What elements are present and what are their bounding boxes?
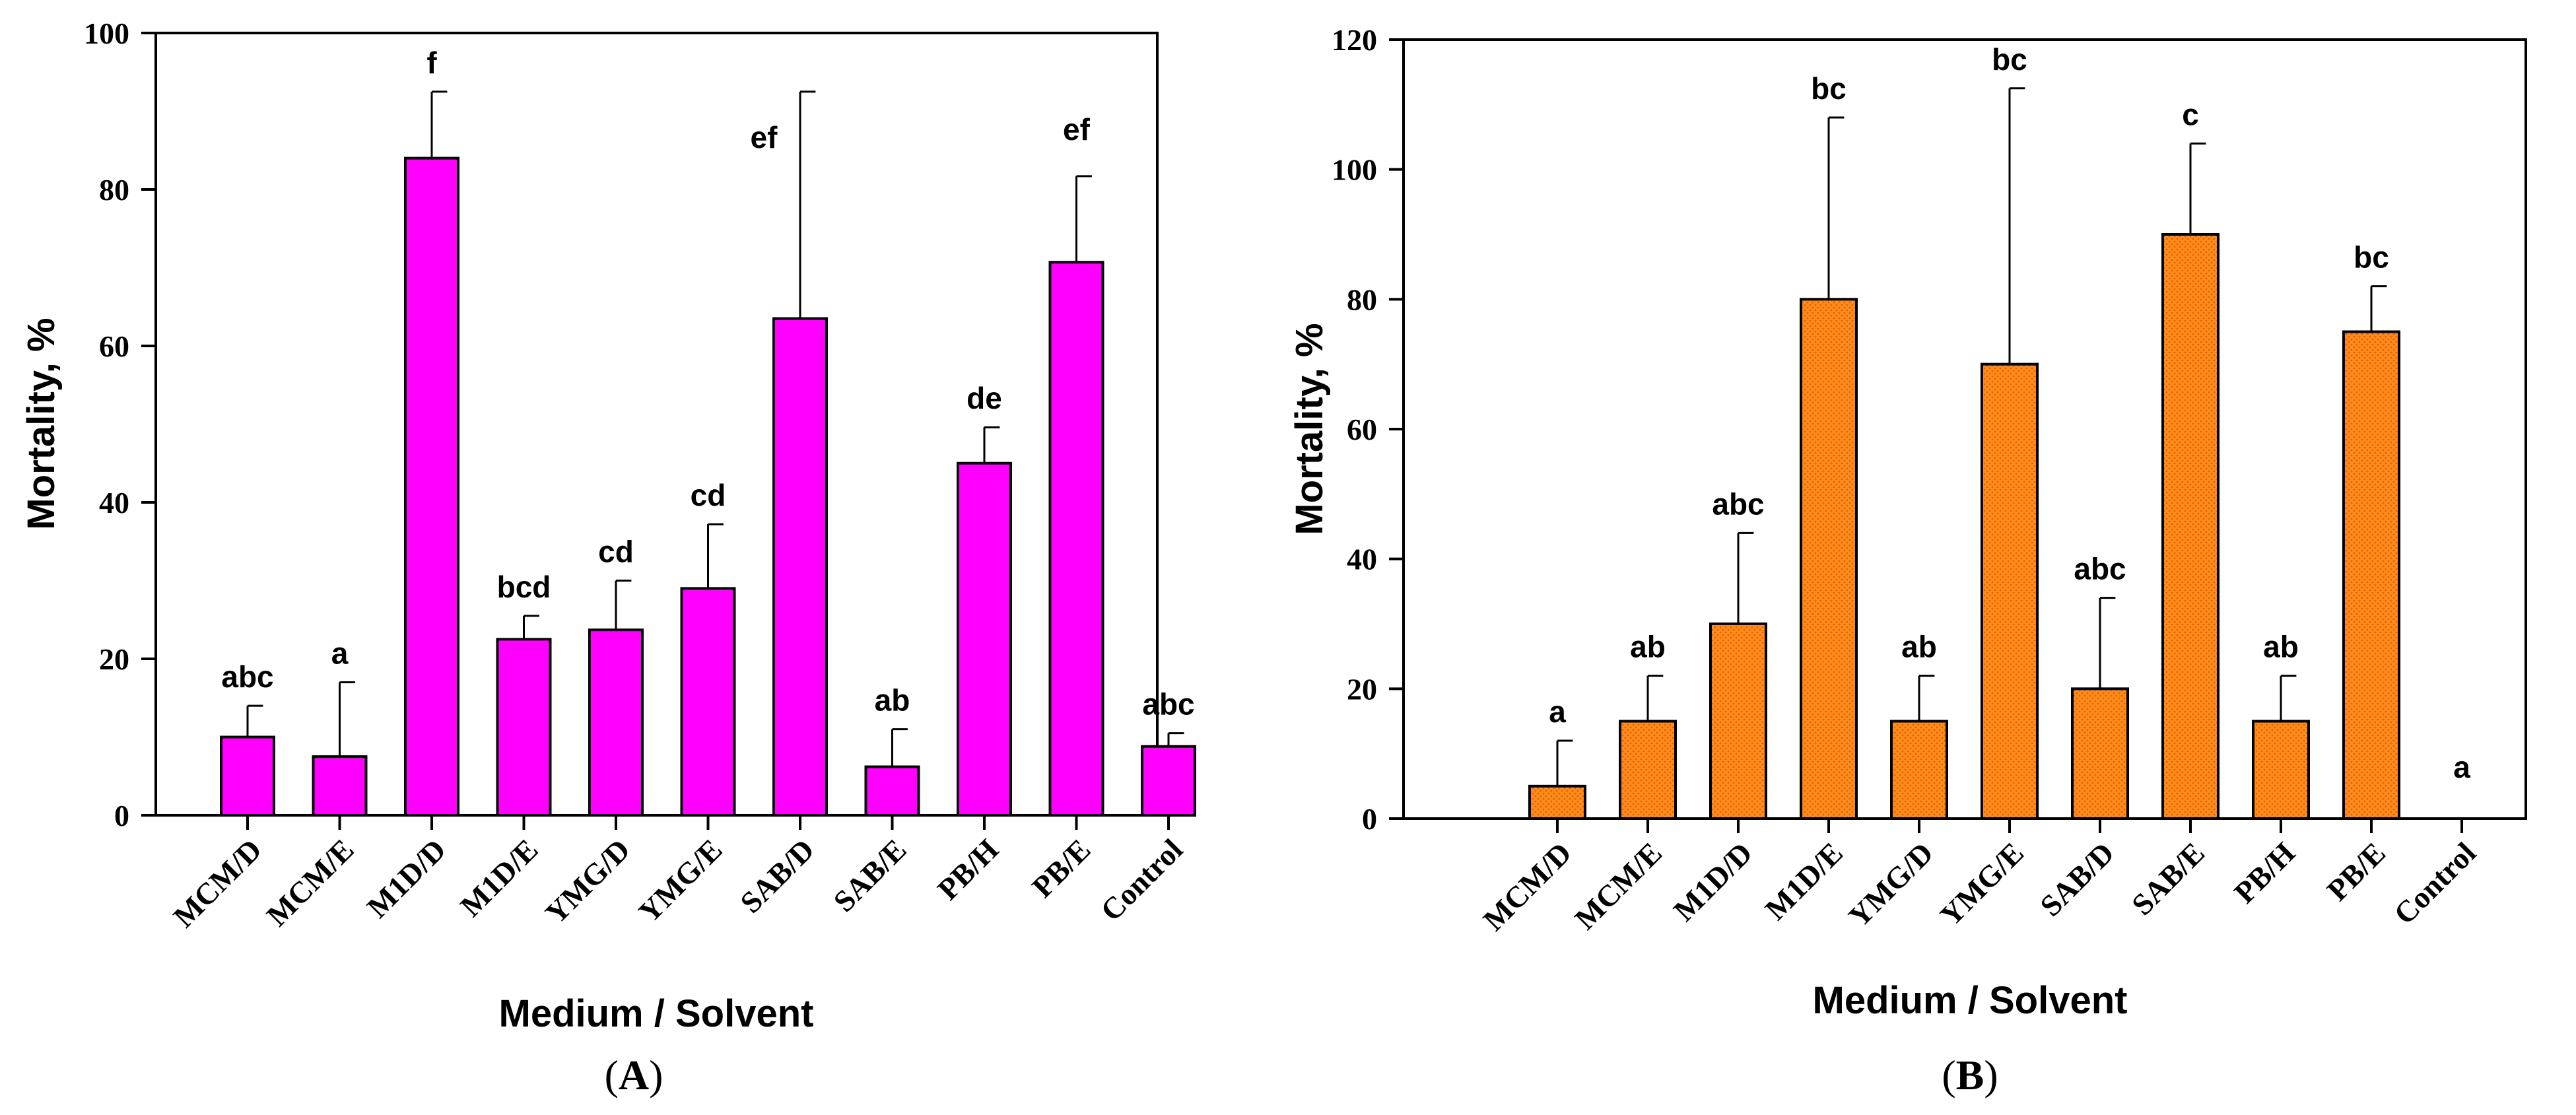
bar-b-9 xyxy=(2342,330,2400,820)
significance-letter-b-8: ab xyxy=(2263,630,2299,664)
bar-a-4 xyxy=(588,628,644,817)
bar-b-0 xyxy=(1528,784,1586,821)
y-tick-label-a-5: 100 xyxy=(84,17,129,50)
y-tick-label-a-1: 20 xyxy=(99,642,129,676)
significance-letter-b-4: ab xyxy=(1901,630,1937,664)
panel-caption-b: (B) xyxy=(1942,1052,1998,1098)
x-tick-label-b-7: SAB/E xyxy=(2125,836,2211,922)
bar-a-6 xyxy=(772,317,828,817)
bar-b-4 xyxy=(1890,720,1948,820)
x-tick-label-a-5: YMG/E xyxy=(632,832,728,929)
x-tick-label-b-1: MCM/E xyxy=(1568,836,1668,936)
x-tick-label-b-6: SAB/D xyxy=(2033,836,2120,923)
x-tick-label-a-0: MCM/D xyxy=(167,832,268,933)
x-tick-label-a-10: Control xyxy=(1094,832,1189,928)
error-bars-a xyxy=(246,90,1184,767)
y-tick-label-b-2: 40 xyxy=(1347,543,1377,576)
x-tick-label-a-9: PB/E xyxy=(1025,832,1097,904)
x-tick-label-a-3: M1D/E xyxy=(454,832,544,923)
x-tick-label-b-3: M1D/E xyxy=(1759,836,1849,926)
significance-letters-b: a ab abc bc ab bc abc c ab bc a xyxy=(1549,42,2470,784)
x-tick-label-b-8: PB/H xyxy=(2227,836,2301,910)
bar-b-5 xyxy=(1981,362,2039,820)
error-bars-b xyxy=(1556,87,2387,786)
significance-letter-a-0: abc xyxy=(221,659,273,694)
bar-b-8 xyxy=(2252,720,2310,820)
bar-b-2 xyxy=(1709,623,1767,820)
chart-panel-a: 0 20 40 60 80 100 abc a f bcd cd cd ef ab de ef abc MCM… xyxy=(20,17,1196,1098)
significance-letter-b-9: bc xyxy=(2354,240,2389,275)
x-tick-label-a-6: SAB/D xyxy=(733,832,821,920)
y-tick-label-a-3: 60 xyxy=(99,329,129,363)
plot-frame-a xyxy=(154,32,1159,817)
significance-letter-b-5: bc xyxy=(1992,42,2027,77)
bar-b-7 xyxy=(2161,233,2220,820)
bar-a-5 xyxy=(680,587,736,817)
significance-letter-b-10: a xyxy=(2453,750,2470,784)
significance-letter-a-6: ef xyxy=(751,120,778,154)
significance-letter-a-4: cd xyxy=(598,535,634,569)
significance-letter-b-2: abc xyxy=(1712,487,1764,521)
x-tick-label-b-2: M1D/D xyxy=(1667,836,1759,928)
significance-letter-b-3: bc xyxy=(1811,71,1847,106)
bar-a-2 xyxy=(404,156,459,817)
significance-letter-a-10: abc xyxy=(1142,687,1194,722)
y-axis-title-b: Mortality, % xyxy=(1288,323,1331,535)
bar-a-3 xyxy=(496,638,552,817)
significance-letter-a-9: ef xyxy=(1063,112,1091,147)
significance-letter-a-8: de xyxy=(966,381,1002,415)
bar-a-10 xyxy=(1141,745,1196,817)
significance-letter-b-1: ab xyxy=(1630,630,1666,664)
x-tick-label-a-4: YMG/D xyxy=(539,832,636,930)
y-tick-label-b-5: 100 xyxy=(1332,153,1377,187)
x-tick-label-b-0: MCM/D xyxy=(1477,836,1578,937)
y-tick-label-b-3: 60 xyxy=(1347,413,1377,446)
x-tick-label-b-10: Control xyxy=(2387,836,2482,931)
significance-letter-a-2: f xyxy=(426,46,437,80)
y-axis-title-a: Mortality, % xyxy=(20,318,63,529)
x-tick-label-a-1: MCM/E xyxy=(260,832,360,933)
y-tick-label-b-6: 120 xyxy=(1332,23,1377,57)
significance-letter-a-3: bcd xyxy=(497,570,551,604)
y-axis-b: 0 20 40 60 80 100 120 xyxy=(1332,23,1404,836)
x-tick-label-b-9: PB/E xyxy=(2321,836,2392,907)
bar-a-8 xyxy=(957,461,1012,817)
x-tick-label-b-4: YMG/D xyxy=(1842,836,1940,933)
significance-letter-a-1: a xyxy=(331,636,349,671)
significance-letter-b-0: a xyxy=(1549,694,1566,729)
bar-b-1 xyxy=(1619,720,1677,820)
significance-letter-a-5: cd xyxy=(691,478,726,512)
significance-letter-a-7: ab xyxy=(875,683,910,718)
x-axis-title-a: Medium / Solvent xyxy=(499,992,814,1035)
y-tick-label-a-2: 40 xyxy=(99,486,129,520)
y-tick-label-b-1: 20 xyxy=(1347,672,1377,706)
y-tick-label-a-4: 80 xyxy=(99,173,129,207)
bars-a xyxy=(220,156,1196,817)
y-tick-label-b-4: 80 xyxy=(1347,283,1377,316)
bar-a-9 xyxy=(1048,261,1104,817)
x-tick-label-a-7: SAB/E xyxy=(827,832,912,918)
bar-b-6 xyxy=(2071,687,2129,821)
x-tick-label-a-8: PB/H xyxy=(931,832,1005,906)
significance-letters-a: abc a f bcd cd cd ef ab de ef abc xyxy=(221,46,1194,722)
bar-a-1 xyxy=(312,755,368,817)
significance-letter-b-6: abc xyxy=(2074,552,2126,586)
bar-b-3 xyxy=(1800,298,1858,821)
bar-a-7 xyxy=(864,765,920,817)
bars-b xyxy=(1528,233,2400,821)
x-axis-title-b: Medium / Solvent xyxy=(1813,979,2128,1022)
x-tick-label-b-5: YMG/E xyxy=(1934,836,2030,932)
chart-panel-b: 0 20 40 60 80 100 120 a ab abc bc ab bc abc c ab bc a MC… xyxy=(1288,23,2527,1098)
bar-a-0 xyxy=(220,735,275,817)
x-tick-label-a-2: M1D/D xyxy=(360,832,452,924)
y-tick-label-a-0: 0 xyxy=(114,799,129,832)
y-tick-label-b-0: 0 xyxy=(1362,802,1377,836)
y-axis-a: 0 20 40 60 80 100 xyxy=(84,17,156,832)
panel-caption-a: (A) xyxy=(605,1052,663,1098)
significance-letter-b-7: c xyxy=(2182,97,2199,131)
